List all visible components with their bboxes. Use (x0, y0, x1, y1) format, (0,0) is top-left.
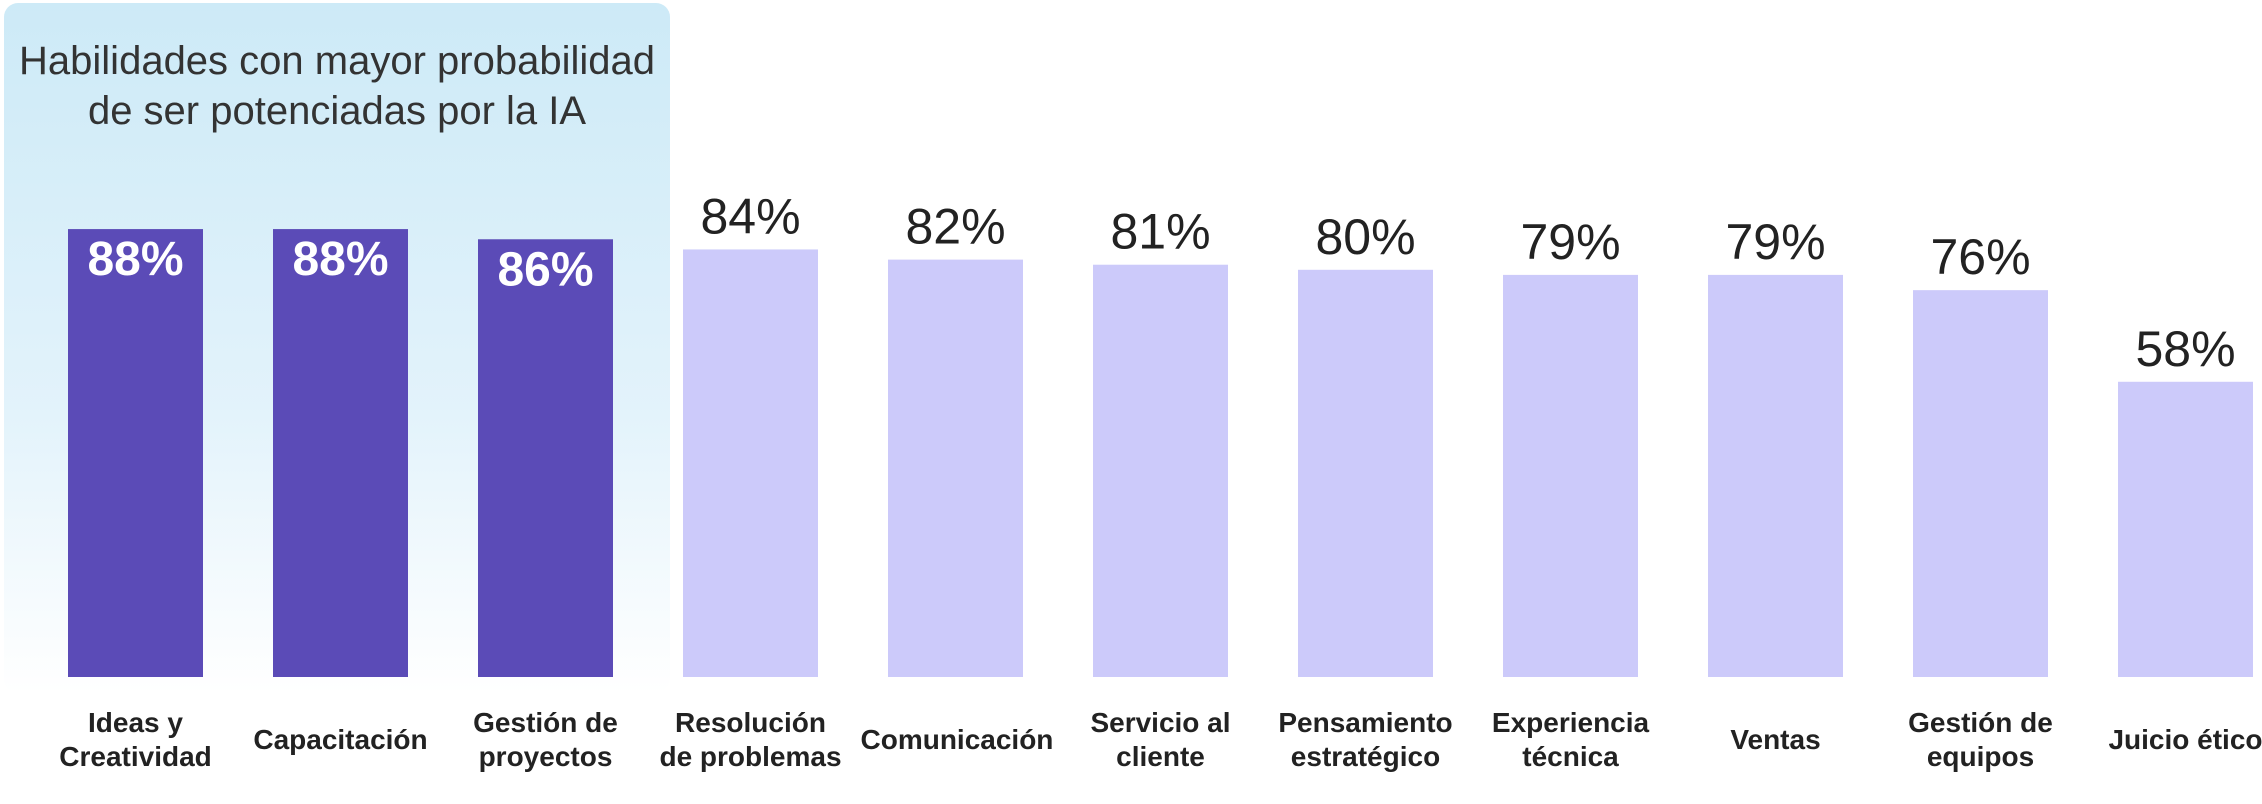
value-label: 58% (2135, 321, 2235, 377)
bar (1913, 290, 2048, 677)
x-tick-label: Resolución de problemas (659, 707, 842, 772)
bar (1093, 264, 1228, 677)
x-tick-label: Juicio ético (2108, 724, 2262, 755)
value-label: 84% (700, 188, 800, 244)
value-label: 79% (1725, 214, 1825, 270)
x-tick-label: Gestión de proyectos (473, 707, 618, 772)
bar (2118, 381, 2253, 677)
x-tick-label: Servicio al cliente (1090, 707, 1231, 772)
x-tick-label: Ventas (1730, 724, 1821, 755)
value-label: 76% (1930, 229, 2030, 285)
bar (1708, 274, 1843, 677)
x-tick-label: Capacitación (253, 724, 428, 755)
x-tick-label: Experiencia técnica (1491, 707, 1650, 772)
value-label: 86% (497, 243, 593, 296)
bar (478, 239, 613, 677)
chart-title: Habilidades con mayor probabilidad de se… (19, 39, 655, 133)
x-tick-label: Comunicación (860, 724, 1054, 755)
x-tick-label: Gestión de equipos (1908, 707, 2053, 772)
bar (68, 229, 203, 677)
bar (1298, 269, 1433, 677)
x-tick-label: Pensamiento estratégico (1278, 707, 1453, 772)
value-label: 81% (1110, 204, 1210, 260)
value-label: 88% (87, 233, 183, 286)
bar (683, 249, 818, 677)
x-tick-label: Ideas y Creatividad (59, 707, 212, 772)
value-label: 88% (292, 233, 388, 286)
bar (888, 259, 1023, 677)
value-label: 82% (905, 199, 1005, 255)
value-label: 80% (1315, 209, 1415, 265)
value-label: 79% (1520, 214, 1620, 270)
bar (273, 229, 408, 677)
bar (1503, 274, 1638, 677)
